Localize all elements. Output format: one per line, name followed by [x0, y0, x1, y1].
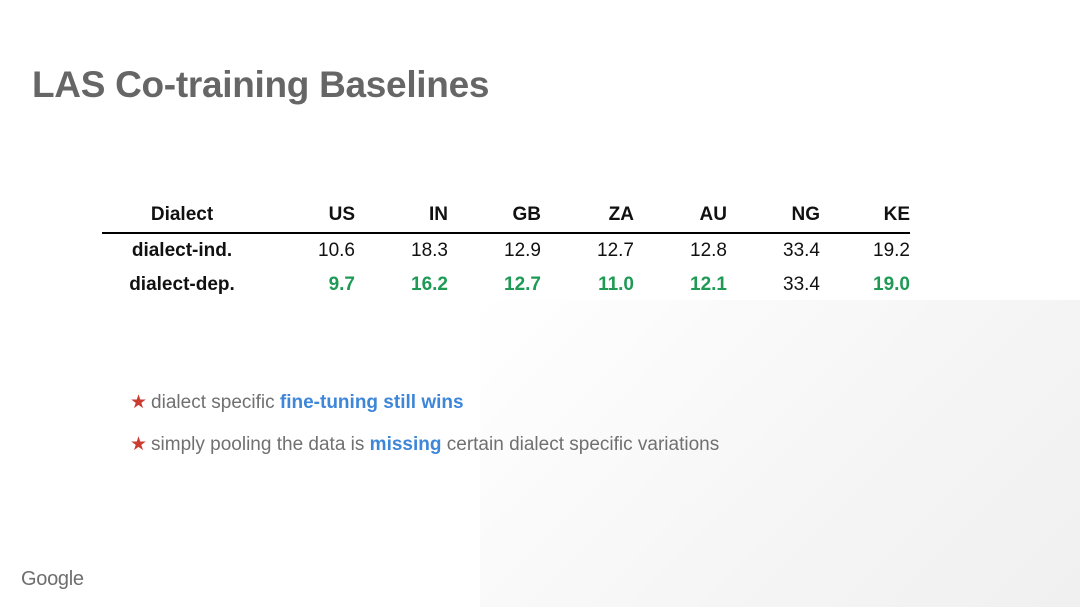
- table-cell: 33.4: [783, 240, 820, 261]
- table-cell: 33.4: [783, 274, 820, 295]
- slide-title: LAS Co-training Baselines: [32, 64, 490, 105]
- header-cell: AU: [634, 198, 727, 234]
- table-cell: 10.6: [318, 240, 355, 261]
- bullet-item: ★ simply pooling the data is missing cert…: [130, 430, 719, 460]
- table-cell: 12.8: [690, 240, 727, 261]
- table-cell: 12.1: [690, 274, 727, 295]
- header-cell: Dialect: [102, 198, 262, 234]
- bullet-highlight: fine-tuning still wins: [279, 392, 464, 413]
- table-cell: 19.0: [873, 274, 910, 295]
- bullet-item: ★ dialect specific fine-tuning still wins: [130, 388, 719, 418]
- table-cell: 12.7: [504, 274, 541, 295]
- row-label: dialect-dep.: [129, 274, 235, 295]
- table-cell: 12.7: [597, 240, 634, 261]
- header-cell: IN: [355, 198, 448, 234]
- bullet-text: certain dialect specific variations: [441, 434, 720, 455]
- bullet-text: simply pooling the data is: [151, 434, 370, 455]
- header-cell: KE: [820, 198, 910, 234]
- table-cell: 19.2: [873, 240, 910, 261]
- table-cell: 11.0: [598, 274, 634, 295]
- table-cell: 18.3: [411, 240, 448, 261]
- table-cell: 16.2: [411, 274, 448, 295]
- header-cell: US: [262, 198, 355, 234]
- table-row: dialect-dep. 9.7 16.2 12.7 11.0 12.1 33.…: [102, 268, 910, 302]
- table-row: dialect-ind. 10.6 18.3 12.9 12.7 12.8 33…: [102, 233, 910, 268]
- star-icon: ★: [130, 434, 148, 455]
- bullet-list: ★ dialect specific fine-tuning still wins…: [130, 388, 719, 472]
- table-header-row: Dialect US IN GB ZA AU NG KE: [102, 198, 910, 234]
- bullet-text: dialect specific: [151, 392, 280, 413]
- row-label: dialect-ind.: [131, 240, 233, 261]
- star-icon: ★: [130, 392, 148, 413]
- table-cell: 12.9: [504, 240, 541, 261]
- background-shade: [480, 300, 1080, 607]
- header-cell: NG: [727, 198, 820, 234]
- header-cell: GB: [448, 198, 541, 234]
- google-logo: Google: [21, 568, 84, 590]
- header-cell: ZA: [541, 198, 634, 234]
- bullet-highlight: missing: [369, 434, 442, 455]
- table-cell: 9.7: [328, 274, 355, 295]
- results-table: Dialect US IN GB ZA AU NG KE dialect-ind…: [102, 198, 910, 302]
